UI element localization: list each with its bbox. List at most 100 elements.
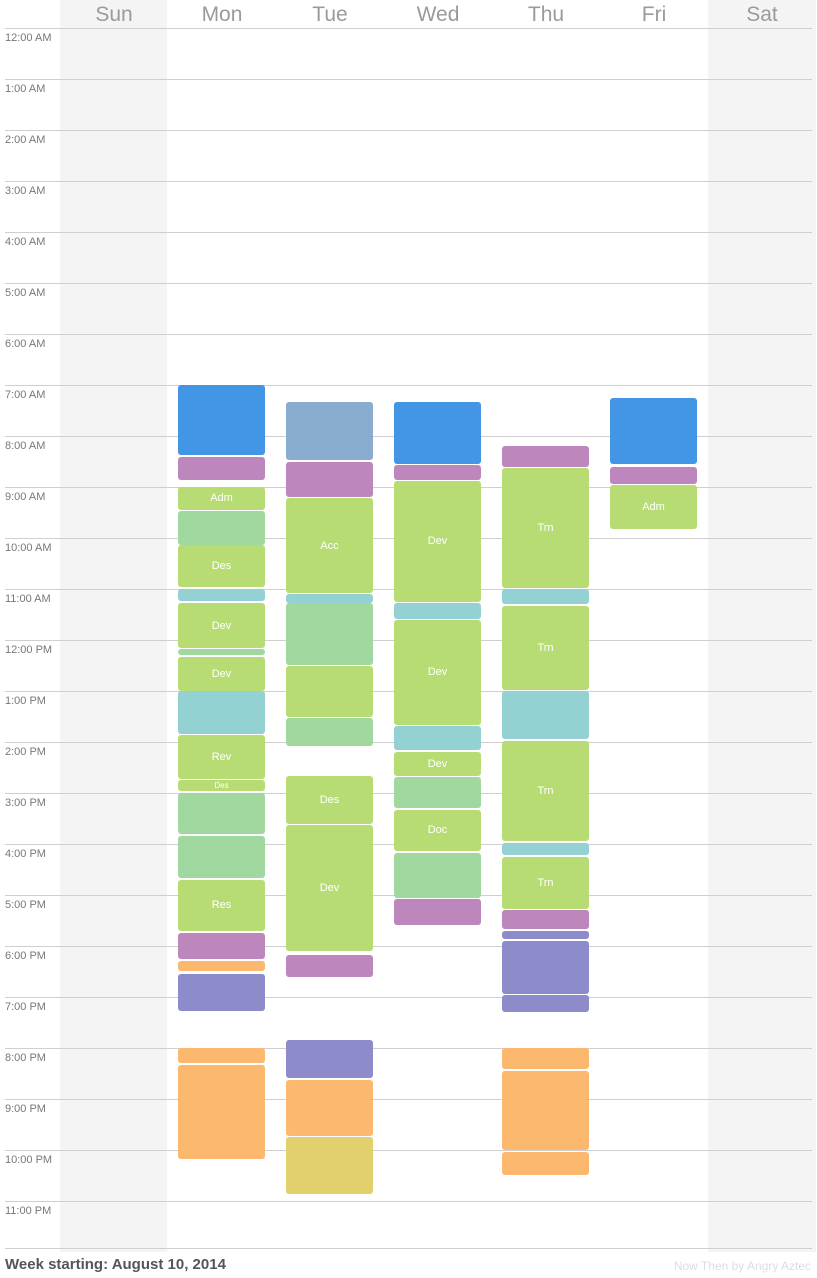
calendar-event-adm[interactable]: Adm [610, 485, 697, 529]
calendar-event-trn[interactable]: Trn [502, 741, 589, 842]
calendar-event-des[interactable]: Des [178, 780, 265, 792]
calendar-event-acc[interactable]: Acc [286, 498, 373, 594]
hour-line [5, 283, 812, 284]
calendar-event-dev[interactable]: Dev [286, 825, 373, 952]
calendar-event[interactable] [178, 1048, 265, 1064]
calendar-event[interactable] [178, 933, 265, 959]
calendar-event-dev[interactable]: Dev [178, 602, 265, 649]
calendar-event[interactable] [502, 940, 589, 994]
calendar-event[interactable] [394, 464, 481, 481]
event-label: Des [319, 793, 340, 806]
calendar-event-rev[interactable]: Rev [178, 735, 265, 779]
hour-label: 1:00 AM [5, 83, 46, 95]
calendar-event[interactable] [178, 648, 265, 656]
calendar-event[interactable] [502, 910, 589, 929]
calendar-event[interactable] [178, 835, 265, 878]
event-label: Rev [211, 750, 232, 763]
calendar-event[interactable] [178, 457, 265, 481]
calendar-event[interactable] [502, 995, 589, 1013]
calendar-event-dev[interactable]: Dev [394, 619, 481, 725]
calendar-event[interactable] [502, 589, 589, 605]
event-label: Trn [537, 642, 554, 655]
event-label: Des [214, 781, 229, 791]
hour-label: 1:00 PM [5, 695, 46, 707]
hour-line [5, 1201, 812, 1202]
hour-label: 5:00 AM [5, 287, 46, 299]
calendar-event[interactable] [502, 930, 589, 940]
calendar-event[interactable] [286, 1080, 373, 1136]
calendar-event[interactable] [394, 602, 481, 619]
calendar-event-dev[interactable]: Dev [394, 752, 481, 776]
hour-label: 3:00 AM [5, 185, 46, 197]
event-label: Trn [537, 785, 554, 798]
event-label: Dev [427, 666, 448, 679]
calendar-event[interactable] [286, 1137, 373, 1195]
calendar-event[interactable] [394, 776, 481, 809]
calendar-event-trn[interactable]: Trn [502, 468, 589, 589]
calendar-event[interactable] [286, 461, 373, 498]
calendar-event[interactable] [178, 1065, 265, 1159]
calendar-event[interactable] [286, 594, 373, 603]
calendar-event-trn[interactable]: Trn [502, 856, 589, 909]
sunday-column-shade [60, 0, 167, 1252]
calendar-event[interactable] [178, 589, 265, 601]
calendar-event[interactable] [502, 446, 589, 468]
hour-line [5, 79, 812, 80]
calendar-event[interactable] [502, 1151, 589, 1176]
hour-line [5, 997, 812, 998]
calendar-event[interactable] [178, 510, 265, 545]
calendar-event-adm[interactable]: Adm [178, 487, 265, 510]
calendar-event[interactable] [178, 961, 265, 972]
calendar-event[interactable] [394, 402, 481, 465]
calendar-event[interactable] [178, 385, 265, 455]
calendar-event[interactable] [502, 1070, 589, 1150]
app-credit: Now Then by Angry Aztec [673, 1259, 811, 1273]
calendar-event-doc[interactable]: Doc [394, 810, 481, 851]
calendar-event[interactable] [502, 1048, 589, 1070]
hour-label: 6:00 AM [5, 338, 46, 350]
calendar-event[interactable] [178, 793, 265, 834]
calendar-event[interactable] [502, 691, 589, 740]
event-label: Dev [427, 535, 448, 548]
hour-label: 2:00 AM [5, 134, 46, 146]
calendar-event[interactable] [394, 725, 481, 751]
calendar-event[interactable] [286, 954, 373, 977]
calendar-event[interactable] [502, 843, 589, 856]
calendar-event-res[interactable]: Res [178, 879, 265, 931]
calendar-event-dev[interactable]: Dev [178, 657, 265, 691]
hour-line [5, 1248, 812, 1249]
calendar-event[interactable] [394, 852, 481, 898]
event-label: Dev [427, 758, 448, 771]
hour-line [5, 1048, 812, 1049]
calendar-event-des[interactable]: Des [286, 776, 373, 824]
calendar-event-dev[interactable]: Dev [394, 481, 481, 602]
calendar-event[interactable] [286, 718, 373, 747]
hour-label: 8:00 AM [5, 440, 46, 452]
day-header-wed: Wed [416, 3, 460, 26]
hour-line [5, 181, 812, 182]
calendar-event-trn[interactable]: Trn [502, 606, 589, 691]
calendar-event[interactable] [286, 1040, 373, 1078]
hour-label: 4:00 PM [5, 848, 46, 860]
calendar-event[interactable] [178, 691, 265, 734]
event-label: Dev [319, 882, 340, 895]
hour-label: 9:00 PM [5, 1103, 46, 1115]
event-label: Dev [211, 619, 232, 632]
calendar-event[interactable] [178, 974, 265, 1012]
calendar-event[interactable] [286, 665, 373, 717]
saturday-column-shade [708, 0, 816, 1252]
day-header-sun: Sun [95, 3, 133, 26]
calendar-event[interactable] [286, 402, 373, 460]
calendar-event[interactable] [286, 603, 373, 666]
calendar-event-des[interactable]: Des [178, 544, 265, 588]
event-label: Trn [537, 522, 554, 535]
calendar-event[interactable] [610, 397, 697, 465]
day-header-thu: Thu [527, 3, 565, 26]
event-label: Doc [427, 824, 448, 837]
calendar-event[interactable] [394, 899, 481, 925]
hour-label: 9:00 AM [5, 491, 46, 503]
day-header-fri: Fri [641, 3, 667, 26]
hour-label: 11:00 AM [5, 593, 51, 605]
calendar-event[interactable] [610, 466, 697, 484]
